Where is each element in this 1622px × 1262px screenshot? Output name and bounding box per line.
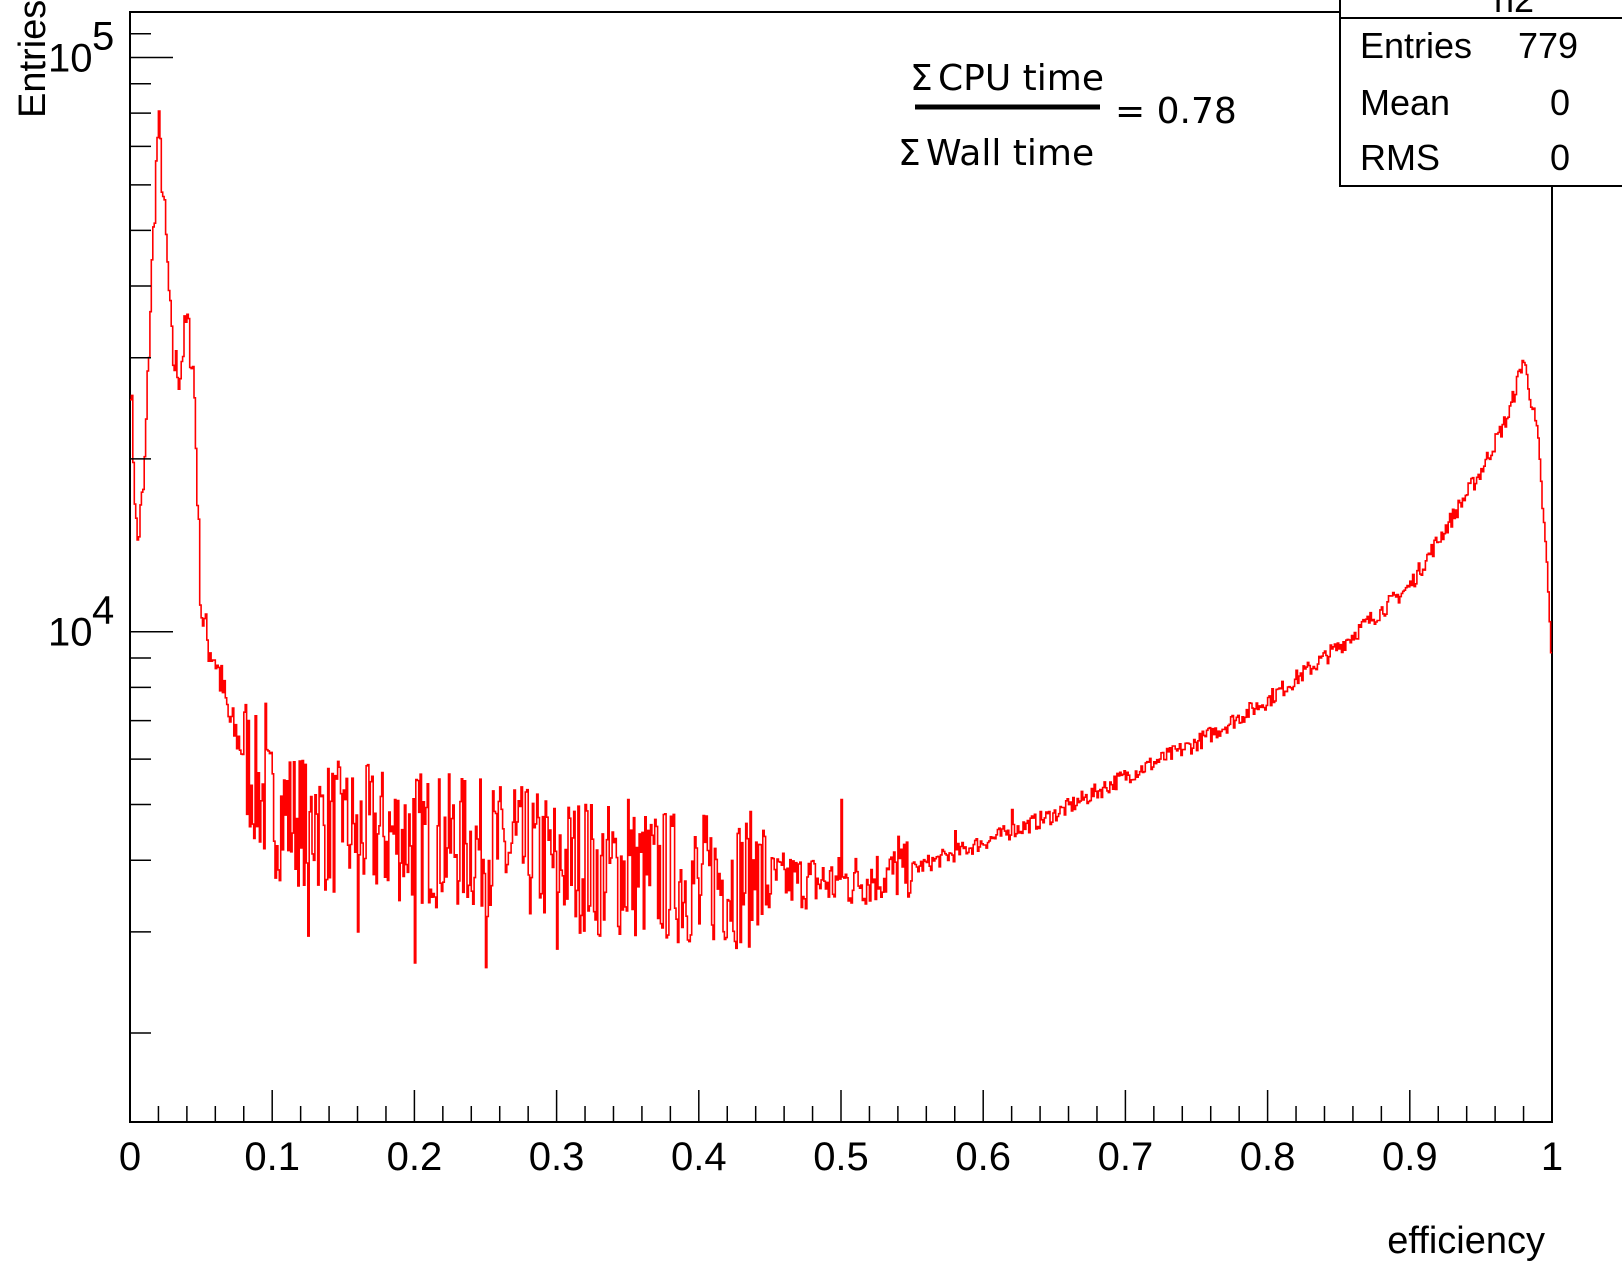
y-tick-label: 10 [48, 36, 93, 80]
y-tick-exponent: 5 [92, 14, 114, 58]
stats-rms-label: RMS [1360, 137, 1440, 178]
plot-border [129, 11, 1553, 1123]
x-tick-label: 0.2 [387, 1135, 443, 1179]
plot-frame [129, 11, 1553, 1123]
sigma-denominator: Σ [898, 133, 921, 174]
x-tick-label: 0.9 [1382, 1135, 1438, 1179]
x-tick-label: 0.8 [1240, 1135, 1296, 1179]
x-tick-label: 0.4 [671, 1135, 727, 1179]
stats-mean-value: 0 [1550, 82, 1570, 123]
x-tick-label: 0.7 [1098, 1135, 1154, 1179]
stats-entries-value: 779 [1518, 25, 1578, 66]
stats-entries-label: Entries [1360, 25, 1472, 66]
ratio-result: = 0.78 [1115, 91, 1237, 132]
stats-mean-label: Mean [1360, 82, 1450, 123]
x-tick-label: 1 [1541, 1135, 1563, 1179]
histogram-series [130, 110, 1552, 969]
ratio-annotation: Σ CPU time Σ Wall time = 0.78 [898, 58, 1237, 174]
x-tick-label: 0.3 [529, 1135, 585, 1179]
denominator-label: Wall time [926, 133, 1094, 174]
x-tick-label: 0.5 [813, 1135, 869, 1179]
stats-rms-value: 0 [1550, 137, 1570, 178]
stats-title: h2 [1494, 0, 1534, 20]
x-tick-label: 0.6 [955, 1135, 1011, 1179]
x-axis-title: efficiency [1387, 1220, 1545, 1262]
sigma-numerator: Σ [910, 58, 933, 99]
x-tick-label: 0.1 [244, 1135, 300, 1179]
histogram-data [130, 110, 1552, 969]
stats-box: h2 Entries 779 Mean 0 RMS 0 [1339, 0, 1622, 187]
y-tick-label: 10 [48, 611, 93, 655]
stats-box-frame [1339, 0, 1622, 187]
y-tick-exponent: 4 [92, 589, 114, 633]
numerator-label: CPU time [938, 58, 1104, 99]
x-tick-label: 0 [119, 1135, 141, 1179]
y-axis-title: Entries [12, 0, 54, 118]
